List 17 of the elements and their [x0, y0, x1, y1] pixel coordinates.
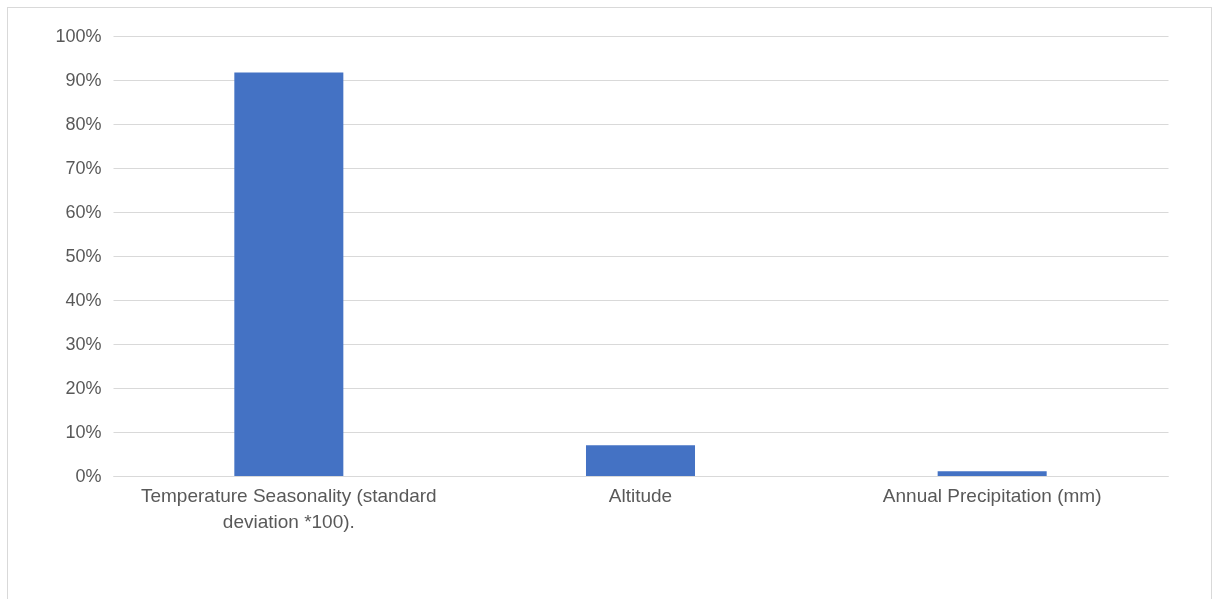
bar	[585, 445, 696, 476]
y-tick-label: 80%	[65, 113, 102, 134]
y-tick-label: 10%	[65, 421, 102, 442]
y-tick-label: 100%	[55, 25, 102, 46]
x-tick-label: Altitude	[608, 484, 673, 506]
bar	[937, 471, 1047, 476]
y-tick-label: 0%	[75, 465, 102, 486]
bar	[234, 72, 344, 476]
y-tick-label: 90%	[65, 69, 102, 90]
y-tick-label: 60%	[65, 201, 102, 222]
y-tick-label: 30%	[65, 333, 102, 354]
y-tick-label: 50%	[65, 245, 102, 266]
y-tick-label: 20%	[65, 377, 102, 398]
x-tick-label: Annual Precipitation (mm)	[882, 484, 1102, 506]
y-tick-label: 70%	[65, 157, 102, 178]
x-tick-label: Temperature Seasonality (standard deviation *100).	[140, 484, 437, 532]
y-tick-label: 40%	[65, 289, 102, 310]
